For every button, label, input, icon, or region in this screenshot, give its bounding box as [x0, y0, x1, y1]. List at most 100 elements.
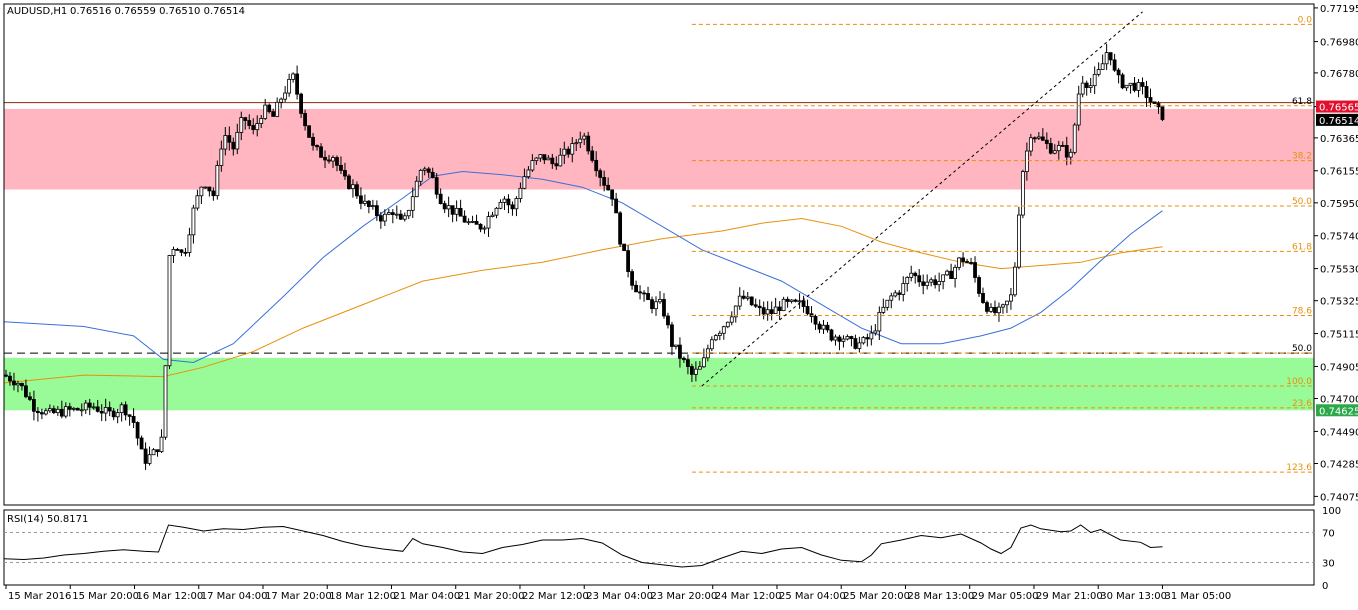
price-series-layer — [4, 43, 1165, 470]
fib-level-label: 78.6 — [1292, 307, 1312, 317]
candle-body — [1068, 151, 1073, 158]
candle-body — [183, 251, 188, 254]
rsi-tick-label: 0 — [1322, 581, 1328, 592]
candle-body — [502, 198, 507, 203]
candle-body — [514, 198, 519, 210]
rsi-tick-label: 70 — [1322, 529, 1335, 540]
fibonacci-layer: 0.0 61.8 38.2 50.0 61.8 78.6 50.0 100.0 23.6 123.… — [691, 11, 1314, 473]
candle-body — [757, 305, 762, 309]
time-tick-label: 29 Mar 21:00 — [1036, 591, 1103, 602]
candle-body — [91, 406, 96, 409]
candle-body — [1140, 82, 1145, 87]
candle-body — [299, 93, 303, 114]
candle-body — [949, 270, 954, 280]
candle-body — [737, 295, 742, 307]
candle-body — [546, 157, 551, 161]
candle-body — [889, 295, 894, 301]
candle-body — [554, 163, 559, 167]
candle-body — [725, 321, 730, 328]
candle-body — [159, 436, 164, 453]
rsi-tick-label: 30 — [1322, 559, 1335, 570]
candle-body — [849, 336, 854, 339]
candle-body — [518, 187, 523, 199]
candle-body — [1044, 139, 1049, 144]
candle-body — [438, 193, 443, 204]
candle-body — [287, 78, 292, 94]
candle-body — [1148, 97, 1153, 103]
candle-body — [374, 205, 379, 216]
rsi-panel-frame — [3, 509, 1315, 586]
price-tick-label: 0.75325 — [1320, 297, 1358, 308]
candle-body — [793, 299, 798, 302]
candle-body — [857, 342, 862, 349]
candle-body — [570, 143, 575, 155]
candle-body — [235, 131, 240, 150]
candle-body — [32, 399, 36, 412]
candle-body — [953, 266, 957, 280]
candle-body — [111, 410, 116, 418]
candle-body — [430, 171, 435, 178]
candle-body — [1144, 86, 1149, 98]
candle-body — [717, 332, 722, 337]
candle-body — [12, 380, 16, 386]
fib-level-label: 50.0 — [1292, 197, 1312, 207]
candle-body — [1112, 59, 1117, 71]
candle-body — [1048, 143, 1053, 154]
candle-body — [542, 154, 547, 161]
candle-body — [686, 359, 690, 367]
candle-body — [618, 212, 623, 245]
candle-body — [646, 293, 650, 301]
candle-body — [789, 299, 794, 302]
candle-body — [259, 118, 264, 125]
ma-fast-line — [3, 170, 1163, 364]
candle-body — [558, 154, 563, 167]
price-tag-label: 0.76565 — [1319, 103, 1358, 114]
candle-body — [103, 407, 108, 414]
candle-body — [602, 177, 607, 186]
candle-body — [55, 408, 60, 414]
candle-body — [566, 148, 571, 155]
fib-level-label: 23.6 — [1292, 399, 1312, 409]
candle-body — [977, 277, 981, 294]
candle-body — [458, 207, 463, 217]
candle-body — [426, 168, 431, 173]
candle-body — [107, 407, 112, 412]
candle-body — [797, 300, 802, 303]
candle-body — [993, 306, 997, 314]
candle-body — [83, 402, 88, 411]
candle-body — [119, 404, 124, 414]
candle-body — [339, 164, 343, 171]
price-tick-label: 0.74075 — [1320, 492, 1358, 503]
candle-body — [1080, 82, 1085, 95]
candle-body — [95, 406, 100, 412]
candle-body — [841, 338, 846, 342]
candle-body — [307, 125, 311, 138]
time-tick-label: 18 Mar 12:00 — [329, 591, 396, 602]
candle-body — [506, 198, 511, 206]
candle-body — [929, 279, 934, 283]
candle-body — [614, 198, 619, 214]
candle-body — [151, 449, 156, 456]
time-tick-label: 21 Mar 04:00 — [393, 591, 460, 602]
candle-body — [255, 123, 260, 131]
candle-body — [905, 277, 910, 284]
candle-body — [1036, 136, 1041, 139]
candle-body — [1024, 150, 1029, 172]
rsi-panel-layer: 100 70 30 0 — [3, 506, 1341, 592]
candle-body — [434, 177, 439, 195]
candle-body — [761, 307, 766, 315]
time-tick-label: 25 Mar 04:00 — [779, 591, 846, 602]
candle-body — [450, 205, 455, 215]
candle-body — [470, 220, 475, 223]
fib-level-label: 38.2 — [1292, 152, 1312, 162]
candle-body — [474, 220, 479, 225]
candle-body — [243, 117, 248, 121]
candle-body — [199, 186, 204, 197]
candle-body — [1001, 304, 1005, 308]
candle-body — [167, 255, 172, 367]
candle-body — [1104, 52, 1109, 65]
candle-body — [454, 207, 459, 215]
price-tick-label: 0.74905 — [1320, 362, 1358, 373]
